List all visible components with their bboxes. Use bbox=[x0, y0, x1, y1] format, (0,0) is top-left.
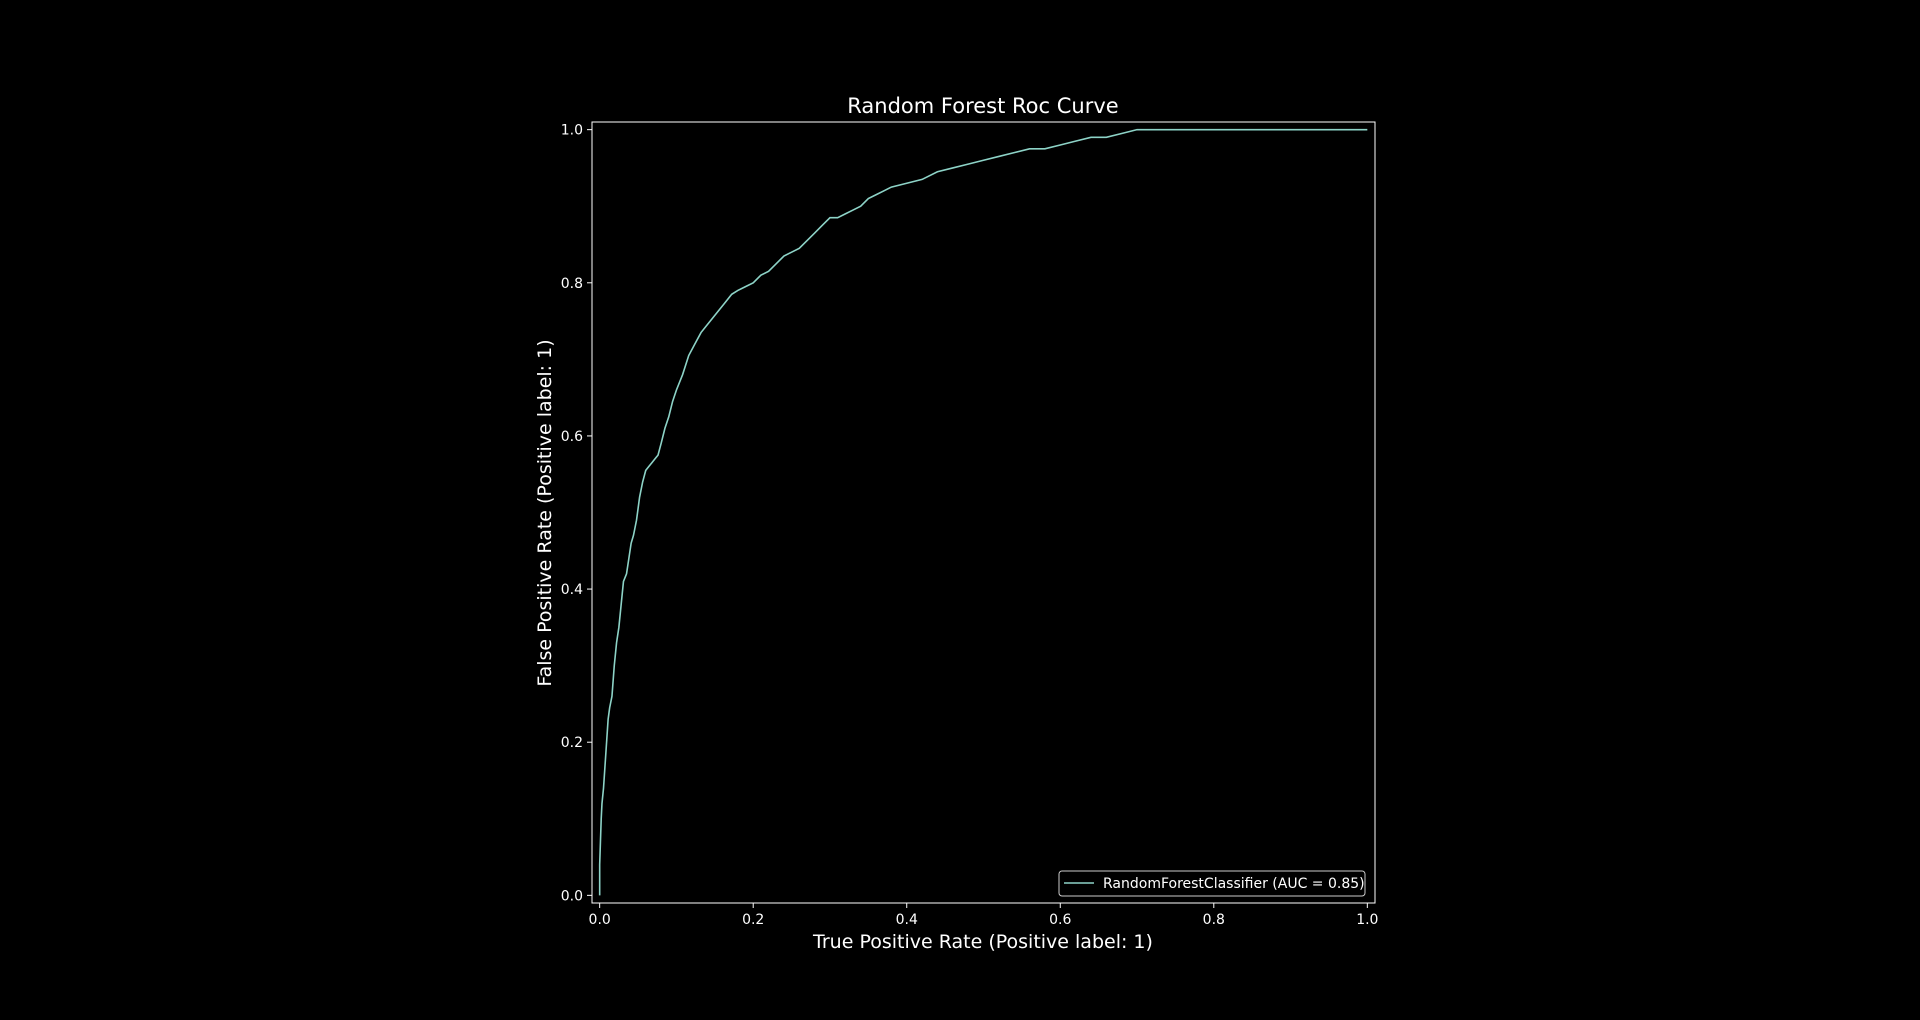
roc-curve-series bbox=[598, 128, 1368, 896]
chart-title: Random Forest Roc Curve bbox=[847, 94, 1118, 118]
x-tick-label: 0.0 bbox=[589, 912, 611, 928]
x-axis-ticks: 0.0 0.2 0.4 0.6 0.8 1.0 bbox=[589, 903, 1378, 928]
x-tick-label: 0.4 bbox=[896, 912, 918, 928]
y-axis-ticks: 0.0 0.2 0.4 0.6 0.8 1.0 bbox=[561, 123, 592, 904]
legend: RandomForestClassifier (AUC = 0.85) bbox=[1058, 870, 1366, 897]
y-tick-label: 0.2 bbox=[561, 735, 583, 751]
plot-frame bbox=[591, 121, 1376, 904]
x-tick-label: 0.2 bbox=[742, 912, 764, 928]
legend-entry-label: RandomForestClassifier (AUC = 0.85) bbox=[1103, 876, 1365, 892]
y-tick-label: 0.6 bbox=[561, 429, 583, 445]
y-tick-label: 0.4 bbox=[561, 582, 583, 598]
x-tick-label: 1.0 bbox=[1356, 912, 1378, 928]
y-tick-label: 1.0 bbox=[561, 123, 583, 139]
x-tick-label: 0.6 bbox=[1049, 912, 1071, 928]
legend-box bbox=[1058, 870, 1366, 897]
y-tick-label: 0.8 bbox=[561, 276, 583, 292]
x-tick-label: 0.8 bbox=[1203, 912, 1225, 928]
x-axis-label: True Positive Rate (Positive label: 1) bbox=[812, 931, 1153, 953]
y-tick-label: 0.0 bbox=[561, 888, 583, 904]
y-axis-label: False Positive Rate (Positive label: 1) bbox=[534, 339, 556, 686]
